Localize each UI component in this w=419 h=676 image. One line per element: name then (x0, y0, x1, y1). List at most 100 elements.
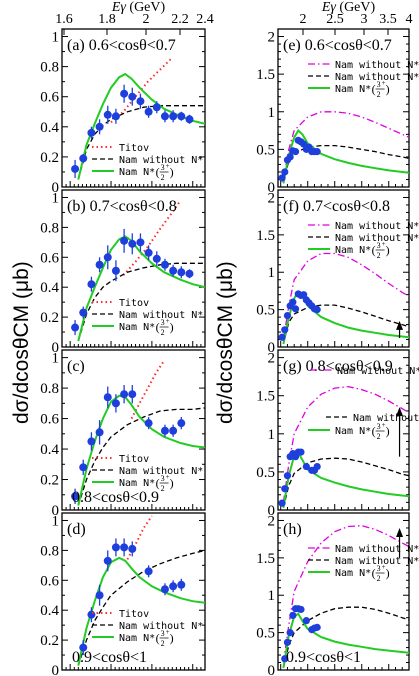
legend-paren: ) (386, 82, 390, 96)
data-point (79, 643, 88, 652)
legend-frac-sup: + (382, 240, 386, 248)
data-point (289, 298, 297, 306)
curve-nam_without (77, 407, 205, 506)
y-tick-label: 1 (268, 427, 276, 443)
data-point (177, 112, 186, 121)
data-point (291, 305, 300, 313)
data-point (95, 122, 104, 131)
y-axis-label-right: dσ/dcosθCM (μb) (214, 261, 237, 424)
legend-frac-den: 2 (377, 432, 381, 441)
legend-label: Nam without N* (119, 310, 203, 321)
data-point (120, 390, 129, 399)
legend: Nam without N*Nam without N*Nam N*(32+) (308, 366, 419, 441)
y-tick-label: 0.2 (40, 310, 59, 326)
data-point (278, 333, 286, 341)
legend-frac-sup: + (166, 628, 170, 636)
y-tick-label: 0.6 (40, 573, 59, 589)
legend-frac-sup: + (382, 563, 386, 571)
data-point (177, 268, 186, 277)
data-point (144, 107, 153, 116)
top-tick-label: 2.5 (326, 12, 344, 27)
y-tick-label: 1 (52, 351, 60, 367)
y-tick-label: 0 (268, 663, 276, 676)
y-tick-label: 1 (52, 30, 60, 46)
legend-label: Nam N* (335, 568, 371, 579)
data-point (71, 492, 80, 501)
curve-titov (122, 199, 182, 276)
legend-frac-sup: + (166, 162, 170, 170)
data-point (152, 254, 161, 263)
legend-frac-num: 3 (377, 564, 381, 573)
y-tick-label: 2 (268, 513, 276, 529)
panel-frame (277, 349, 410, 511)
panel-e: 0 0.5 1 1.5 2 2 2.5 3 3.5 4 Eγ (GeV) (e) 0.6<cosθ<0… (256, 0, 419, 196)
legend-paren: ) (386, 243, 390, 257)
top-tick-label: 1.8 (98, 12, 116, 27)
y-tick-label: 0.2 (40, 633, 59, 649)
y-tick-label: 0.6 (40, 412, 59, 428)
legend-frac-num: 3 (161, 318, 165, 327)
curve-nam_without (77, 105, 205, 180)
curve-nam_without (282, 144, 409, 184)
legend-frac-sup: + (382, 79, 386, 87)
top-tick-label: 3 (361, 12, 368, 27)
data-point (283, 472, 292, 480)
panel-frame (61, 512, 206, 671)
arrow-head (396, 527, 404, 537)
data-point (95, 428, 104, 437)
panel-label: (b) 0.7<cosθ<0.8 (67, 198, 177, 215)
curve-nam_nstar (77, 394, 205, 506)
y-tick-label: 0.8 (40, 220, 59, 236)
top-tick-label: 3.5 (379, 12, 397, 27)
legend-frac-den: 2 (377, 574, 381, 583)
y-tick-label: 1 (52, 190, 60, 206)
y-tick-label: 0.2 (40, 473, 59, 489)
y-tick-label: 0 (268, 340, 276, 356)
curve-nam_without_magenta (282, 252, 409, 340)
data-point (111, 543, 120, 552)
legend-frac-num: 3 (161, 629, 165, 638)
data-point (152, 103, 161, 112)
data-point (87, 128, 96, 137)
data-point (87, 610, 96, 619)
y-tick-label: 2 (268, 351, 276, 367)
legend-frac-sup: + (166, 473, 170, 481)
curves (71, 199, 205, 342)
panel-frame (277, 189, 410, 348)
data-point (144, 419, 153, 428)
legend-label: Titov (119, 143, 149, 154)
curve-titov (130, 360, 165, 420)
legend-frac-den: 2 (377, 90, 381, 99)
y-tick-label: 0 (52, 180, 60, 196)
data-point (128, 92, 137, 101)
legend-frac-den: 2 (161, 639, 165, 648)
data-point (278, 499, 286, 507)
panel-sub-label: 0.9<cosθ<1 (286, 649, 361, 666)
legend: Nam without N*Nam without N*Nam N*(32+) (308, 60, 419, 99)
legend-label: Nam N* (119, 633, 155, 644)
legend-frac-sup: + (166, 317, 170, 325)
panel-frame (277, 28, 410, 188)
legend-paren: ( (372, 566, 376, 580)
data-point (160, 112, 169, 121)
legend-label: Titov (119, 298, 149, 309)
data-point (103, 110, 112, 119)
legend-label: Titov (119, 609, 149, 620)
curve-titov (126, 515, 153, 560)
data-point (136, 97, 145, 106)
data-point (136, 238, 145, 247)
data-point (120, 236, 129, 245)
data-point (79, 154, 88, 163)
data-point (144, 567, 153, 576)
data-point (87, 280, 96, 289)
data-point (169, 426, 178, 435)
panel-a: 0 0.2 0.4 0.6 0.8 1 1.6 1.8 2 2.2 2.4 Eγ (GeV) (a) 0… (40, 0, 214, 196)
panel-label: (c) (67, 358, 85, 375)
legend-label: Nam without N* (335, 221, 419, 232)
panel-label: (e) 0.6<cosθ<0.7 (283, 37, 392, 54)
data-point (185, 269, 194, 278)
